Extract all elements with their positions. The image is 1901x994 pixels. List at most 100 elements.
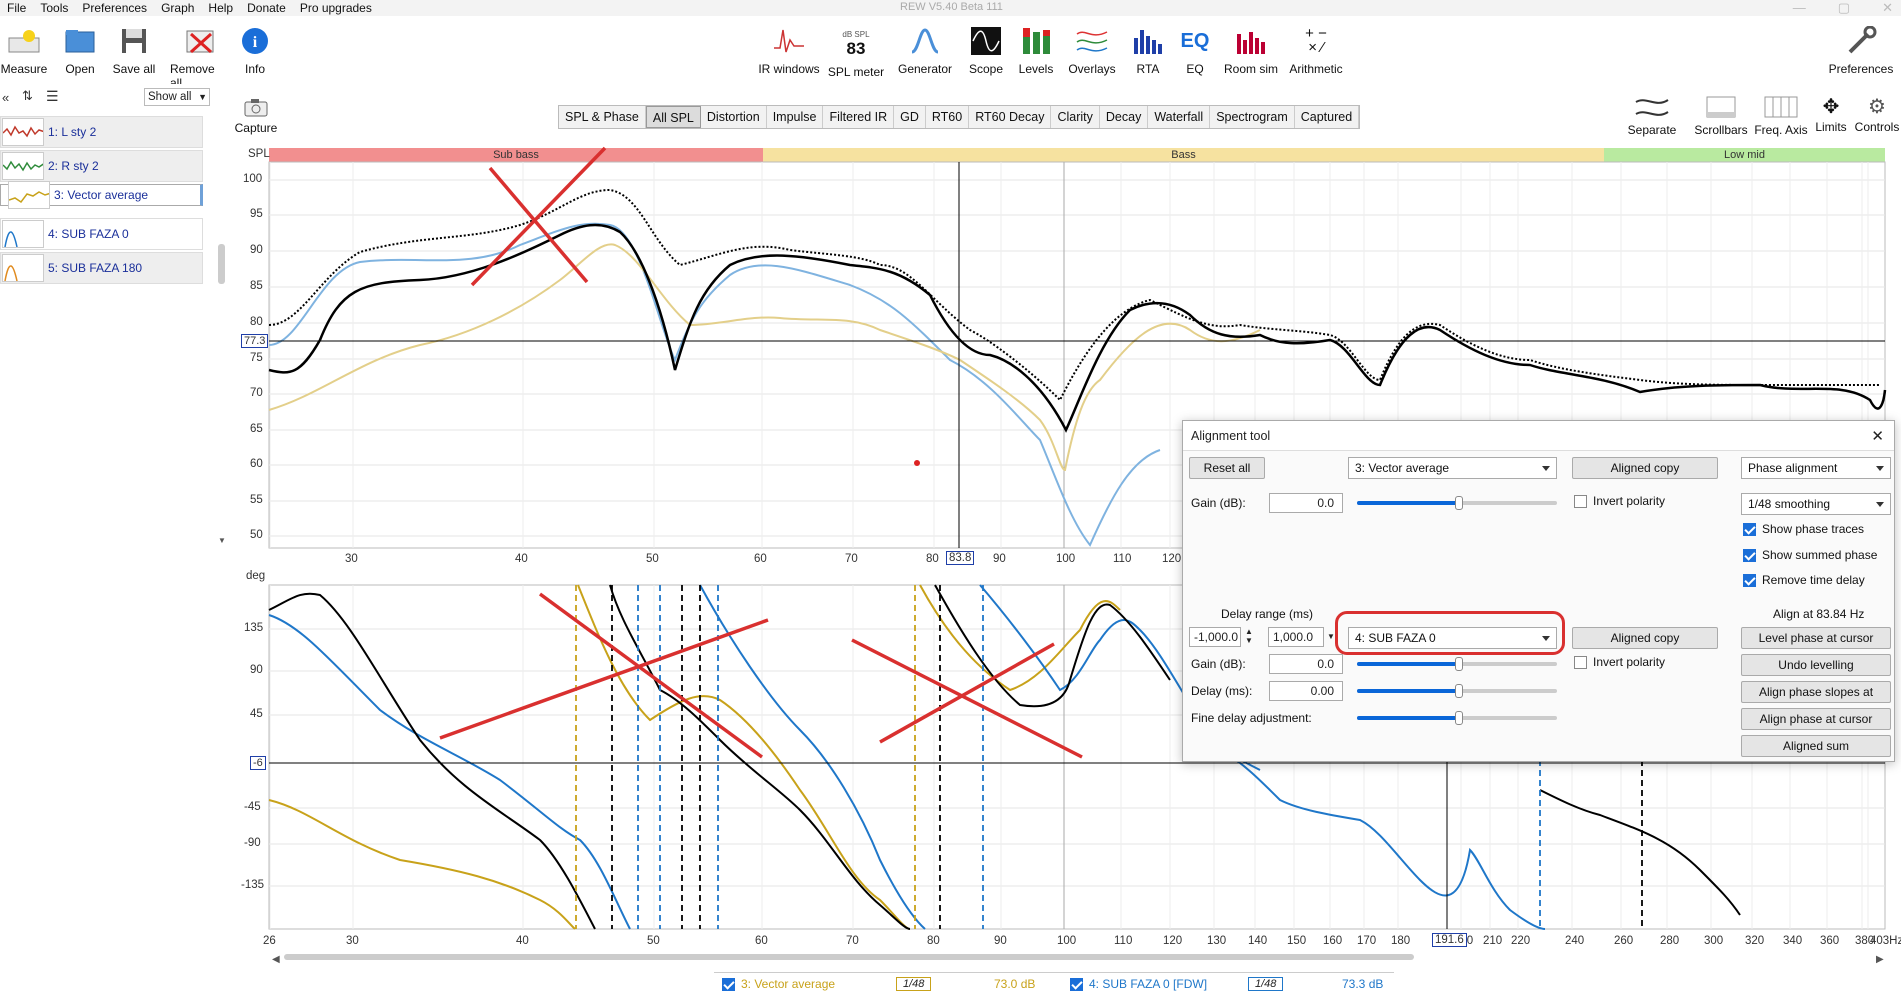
gain-field-2[interactable]: 0.0 (1269, 654, 1343, 674)
stepper-icon[interactable]: ▼ (1327, 632, 1335, 641)
reset-all-button[interactable]: Reset all (1189, 457, 1265, 479)
menu-file[interactable]: File (7, 0, 27, 15)
tab-distortion[interactable]: Distortion (701, 106, 767, 128)
arithmetic-button[interactable]: + − × ⁄ Arithmetic (1288, 24, 1344, 76)
rta-label: RTA (1136, 62, 1160, 76)
phase-vector-average (268, 584, 1121, 930)
graph-tabs: SPL & Phase All SPL Distortion Impulse Filte… (558, 105, 1361, 129)
show-summed-phase-checkbox[interactable]: Show summed phase (1743, 548, 1877, 562)
room-sim-button[interactable]: Room sim (1220, 24, 1282, 76)
sidebar-scrollbar[interactable] (218, 244, 225, 284)
fine-delay-slider[interactable] (1357, 711, 1557, 725)
tab-spl-phase[interactable]: SPL & Phase (559, 106, 646, 128)
remove-all-button[interactable]: Remove all (170, 24, 230, 90)
scrollbars-button[interactable]: Scrollbars (1692, 94, 1750, 137)
freq-tick-label: 260 (1614, 935, 1634, 947)
tab-clarity[interactable]: Clarity (1051, 106, 1100, 128)
ir-windows-button[interactable]: IR windows (756, 24, 822, 76)
sort-icon[interactable]: ⇅ (22, 88, 33, 103)
aligned-sum-button[interactable]: Aligned sum (1741, 735, 1891, 757)
stepper-icon[interactable]: ▲ ▼ (1245, 627, 1253, 645)
undo-levelling-button[interactable]: Undo levelling (1741, 654, 1891, 676)
tab-waterfall[interactable]: Waterfall (1148, 106, 1211, 128)
align-phase-button[interactable]: Align phase at cursor (1741, 708, 1891, 730)
invert-polarity-checkbox[interactable]: Invert polarity (1574, 494, 1665, 508)
tab-captured[interactable]: Captured (1295, 106, 1360, 128)
measurement-item[interactable]: 1: L sty 2 (0, 116, 203, 148)
maximize-button[interactable]: ▢ (1837, 0, 1851, 15)
save-all-button[interactable]: Save all (110, 24, 158, 76)
delay-slider[interactable] (1357, 684, 1557, 698)
list-menu-icon[interactable]: ☰ (46, 88, 59, 104)
show-all-select[interactable]: Show all ▼ (144, 88, 210, 106)
generator-button[interactable]: Generator (896, 24, 954, 76)
legend-sub-faza-0[interactable]: 4: SUB FAZA 0 [FDW] (1070, 977, 1207, 991)
menu-pro-upgrades[interactable]: Pro upgrades (299, 0, 372, 15)
preferences-button[interactable]: Preferences (1828, 24, 1894, 76)
invert-polarity-checkbox-2[interactable]: Invert polarity (1574, 655, 1665, 669)
tab-gd[interactable]: GD (894, 106, 926, 128)
gain-field[interactable]: 0.0 (1269, 493, 1343, 513)
remove-time-delay-checkbox[interactable]: Remove time delay (1743, 573, 1865, 587)
freq-axis-button[interactable]: Freq. Axis (1750, 94, 1812, 137)
measurement-item[interactable]: 3: Vector average (0, 181, 203, 209)
capture-label: Capture (234, 121, 278, 135)
separate-button[interactable]: Separate (1624, 94, 1680, 137)
chevron-down-icon (1876, 502, 1884, 507)
tab-decay[interactable]: Decay (1100, 106, 1149, 128)
scope-button[interactable]: Scope (966, 24, 1006, 76)
close-window-button[interactable]: ✕ (1882, 0, 1893, 15)
measurement-item[interactable]: 5: SUB FAZA 180 (0, 252, 203, 284)
ir-windows-icon (772, 24, 806, 58)
aligned-copy-button[interactable]: Aligned copy (1572, 457, 1718, 479)
tab-rt60-decay[interactable]: RT60 Decay (969, 106, 1052, 128)
menu-help[interactable]: Help (208, 0, 234, 15)
limits-button[interactable]: ✥ Limits (1810, 94, 1852, 134)
tab-spectrogram[interactable]: Spectrogram (1210, 106, 1295, 128)
freq-tick-label: 180 (1391, 935, 1411, 947)
freq-axis-icon (1763, 94, 1799, 123)
menu-donate[interactable]: Donate (247, 0, 286, 15)
menu-graph[interactable]: Graph (161, 0, 195, 15)
eq-button[interactable]: EQ EQ (1178, 24, 1212, 77)
measure-button[interactable]: Measure (1, 24, 47, 76)
measurement-select[interactable]: 4: SUB FAZA 0 (1348, 627, 1557, 649)
tab-all-spl[interactable]: All SPL (645, 106, 701, 128)
delay-range-label: Delay range (ms) (1221, 607, 1314, 621)
delay-max-field[interactable]: 1,000.0 (1268, 627, 1324, 647)
open-button[interactable]: Open (60, 24, 100, 76)
menu-preferences[interactable]: Preferences (82, 0, 148, 15)
phase-axis-title: deg (246, 570, 266, 582)
reference-select[interactable]: 3: Vector average (1348, 457, 1557, 479)
info-button[interactable]: i Info (240, 24, 270, 76)
close-icon[interactable]: ✕ (1871, 428, 1884, 445)
smoothing-select[interactable]: 1/48 smoothing (1741, 493, 1891, 515)
delay-field[interactable]: 0.00 (1269, 681, 1343, 701)
mode-select[interactable]: Phase alignment (1741, 457, 1891, 479)
horizontal-scrollbar[interactable] (284, 954, 1414, 960)
tab-impulse[interactable]: Impulse (767, 106, 824, 128)
collapse-icon[interactable]: « (2, 90, 10, 105)
minimize-button[interactable]: — (1792, 0, 1806, 15)
delay-min-field[interactable]: -1,000.0 (1189, 627, 1241, 647)
tab-filtered-ir[interactable]: Filtered IR (823, 106, 895, 128)
tab-rt60[interactable]: RT60 (926, 106, 970, 128)
level-phase-button[interactable]: Level phase at cursor (1741, 627, 1891, 649)
scroll-down-icon[interactable]: ▼ (218, 536, 226, 545)
show-phase-traces-checkbox[interactable]: Show phase traces (1743, 522, 1864, 536)
rta-button[interactable]: RTA (1130, 24, 1166, 76)
overlays-button[interactable]: Overlays (1066, 24, 1118, 76)
levels-button[interactable]: Levels (1016, 24, 1056, 76)
capture-button[interactable]: Capture (232, 96, 280, 135)
legend-vector-average[interactable]: 3: Vector average (722, 977, 835, 991)
measurement-item[interactable]: 2: R sty 2 (0, 150, 203, 182)
spl-meter-button[interactable]: dB SPL 83 SPL meter (826, 30, 886, 79)
aligned-copy-button-2[interactable]: Aligned copy (1572, 627, 1718, 649)
measurement-item[interactable]: 4: SUB FAZA 0 (0, 218, 203, 250)
menu-tools[interactable]: Tools (40, 0, 69, 15)
gain-slider-2[interactable] (1357, 657, 1557, 671)
align-slopes-button[interactable]: Align phase slopes at cursor (1741, 681, 1891, 719)
controls-button[interactable]: ⚙ Controls (1854, 94, 1900, 134)
freq-tick-label: 40 (516, 935, 529, 947)
gain-slider[interactable] (1357, 496, 1557, 510)
